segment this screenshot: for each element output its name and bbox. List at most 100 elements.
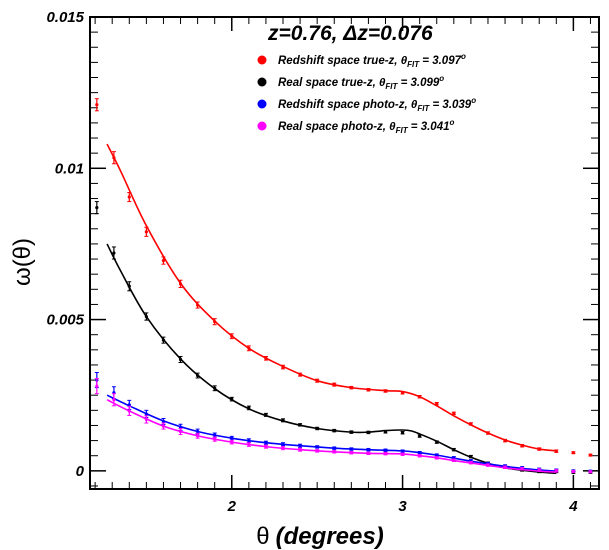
data-point <box>213 433 217 437</box>
data-point <box>349 386 353 390</box>
data-point <box>247 442 251 447</box>
data-point <box>230 440 234 444</box>
data-point <box>366 388 371 392</box>
data-point <box>127 284 131 288</box>
legend-label-superscript: o <box>471 96 476 105</box>
data-point <box>264 413 268 417</box>
legend-label-value: = 3.097 <box>419 55 461 67</box>
data-point <box>452 458 456 462</box>
data-point <box>452 448 456 452</box>
data-point <box>144 417 148 422</box>
data-point <box>383 389 388 393</box>
y-tick-label: 0.01 <box>55 160 84 177</box>
data-point <box>298 448 302 452</box>
legend-label: Real space photo-z, θFIT = 3.041o <box>278 118 455 135</box>
data-point <box>349 451 353 455</box>
legend-label-subscript: FIT <box>396 126 409 135</box>
data-point <box>332 450 336 454</box>
legend-label-subscript: FIT <box>417 104 430 113</box>
data-point <box>400 449 405 453</box>
data-point <box>112 398 116 402</box>
data-point <box>315 379 319 383</box>
legend-label-subscript: FIT <box>407 60 420 69</box>
data-point <box>435 456 439 460</box>
series-3 <box>94 378 593 474</box>
legend-label: Redshift space photo-z, θFIT = 3.039o <box>278 96 476 113</box>
legend-marker <box>257 121 267 131</box>
data-point <box>486 431 490 435</box>
data-point <box>144 412 148 416</box>
data-point <box>264 441 268 445</box>
data-point <box>469 455 473 459</box>
data-point <box>469 461 473 465</box>
data-point <box>383 452 388 456</box>
x-axis-units: (degrees) <box>276 523 384 550</box>
legend-label: Redshift space true-z, θFIT = 3.097o <box>278 52 466 69</box>
data-point <box>95 384 99 388</box>
data-point <box>400 431 405 435</box>
chart-title: z=0.76, Δz=0.076 <box>267 22 433 45</box>
data-point <box>383 430 388 434</box>
data-point <box>469 422 473 426</box>
data-point <box>281 446 285 450</box>
data-point <box>418 451 422 455</box>
data-point <box>247 346 251 350</box>
y-tick-label: 0.015 <box>46 9 84 26</box>
data-point <box>571 469 575 474</box>
data-point <box>196 434 200 438</box>
data-point <box>520 444 524 448</box>
data-point <box>178 429 183 434</box>
legend-label-main: Real space photo-z, θ <box>278 121 396 133</box>
data-point <box>196 429 200 434</box>
data-point <box>213 437 217 441</box>
data-point <box>230 397 234 401</box>
data-point <box>213 320 217 324</box>
y-tick-label: 0 <box>76 463 85 480</box>
data-point <box>486 463 490 467</box>
legend-label-superscript: o <box>450 118 455 127</box>
data-point <box>213 386 217 390</box>
data-point <box>418 434 422 438</box>
legend-label-main: Redshift space photo-z, θ <box>278 99 418 111</box>
data-point <box>452 411 456 415</box>
legend-label-value: = 3.039 <box>429 99 471 111</box>
data-point <box>349 430 353 434</box>
data-point <box>520 467 524 471</box>
data-point <box>315 426 319 431</box>
legend-label-superscript: o <box>461 52 466 61</box>
data-point <box>144 230 148 234</box>
data-point <box>332 429 336 433</box>
data-point <box>112 251 116 255</box>
data-point <box>95 206 99 210</box>
data-point <box>400 452 405 456</box>
data-point <box>127 403 131 407</box>
data-point <box>418 395 422 399</box>
data-point <box>112 156 116 160</box>
legend-label-superscript: o <box>439 74 444 83</box>
data-point <box>332 383 336 387</box>
x-tick-label: 2 <box>227 498 237 515</box>
axes-ticks: 2 3 4 0 0.005 0.01 0.015 <box>46 9 599 515</box>
data-point <box>247 406 251 410</box>
legend-marker <box>257 99 267 109</box>
data-point <box>383 448 388 452</box>
data-point <box>178 282 183 286</box>
series-0 <box>94 98 593 457</box>
data-point <box>366 451 371 455</box>
data-point <box>161 338 166 342</box>
data-point <box>571 451 575 455</box>
legend-label-subscript: FIT <box>385 82 398 91</box>
data-point <box>161 424 166 428</box>
data-point <box>264 356 268 360</box>
data-point <box>196 373 200 378</box>
data-point <box>281 418 285 422</box>
data-point <box>537 468 541 472</box>
data-point <box>230 334 234 338</box>
data-point <box>161 419 166 424</box>
x-tick-label: 3 <box>398 498 407 515</box>
data-point <box>588 470 593 474</box>
data-point <box>161 258 166 263</box>
data-point <box>366 430 371 435</box>
